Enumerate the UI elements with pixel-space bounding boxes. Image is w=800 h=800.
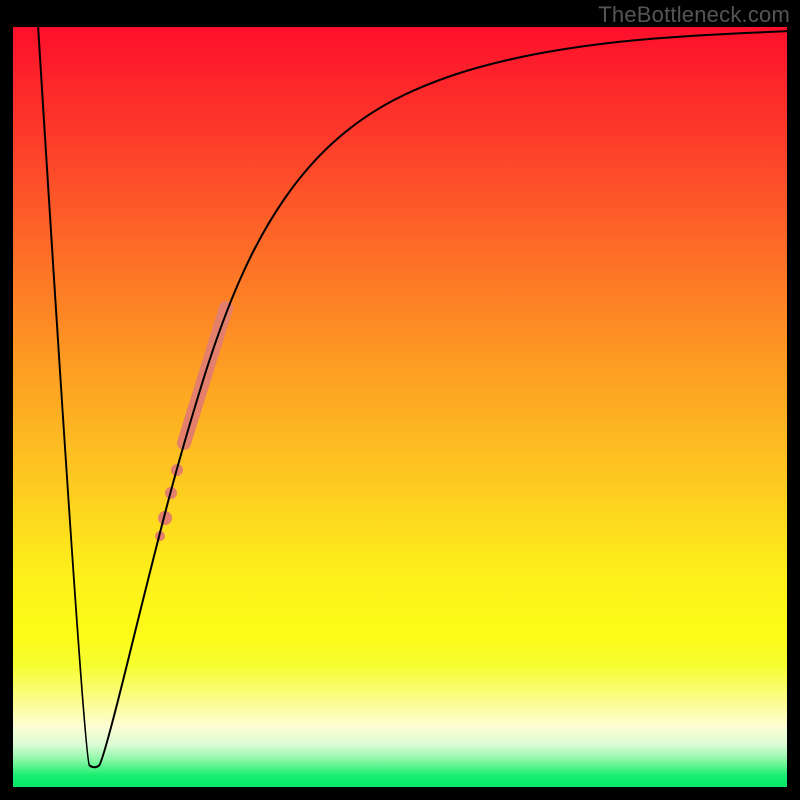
watermark-text: TheBottleneck.com bbox=[598, 2, 790, 28]
chart-frame: TheBottleneck.com bbox=[0, 0, 800, 800]
plot-background bbox=[13, 27, 787, 787]
bottleneck-chart bbox=[0, 0, 800, 800]
